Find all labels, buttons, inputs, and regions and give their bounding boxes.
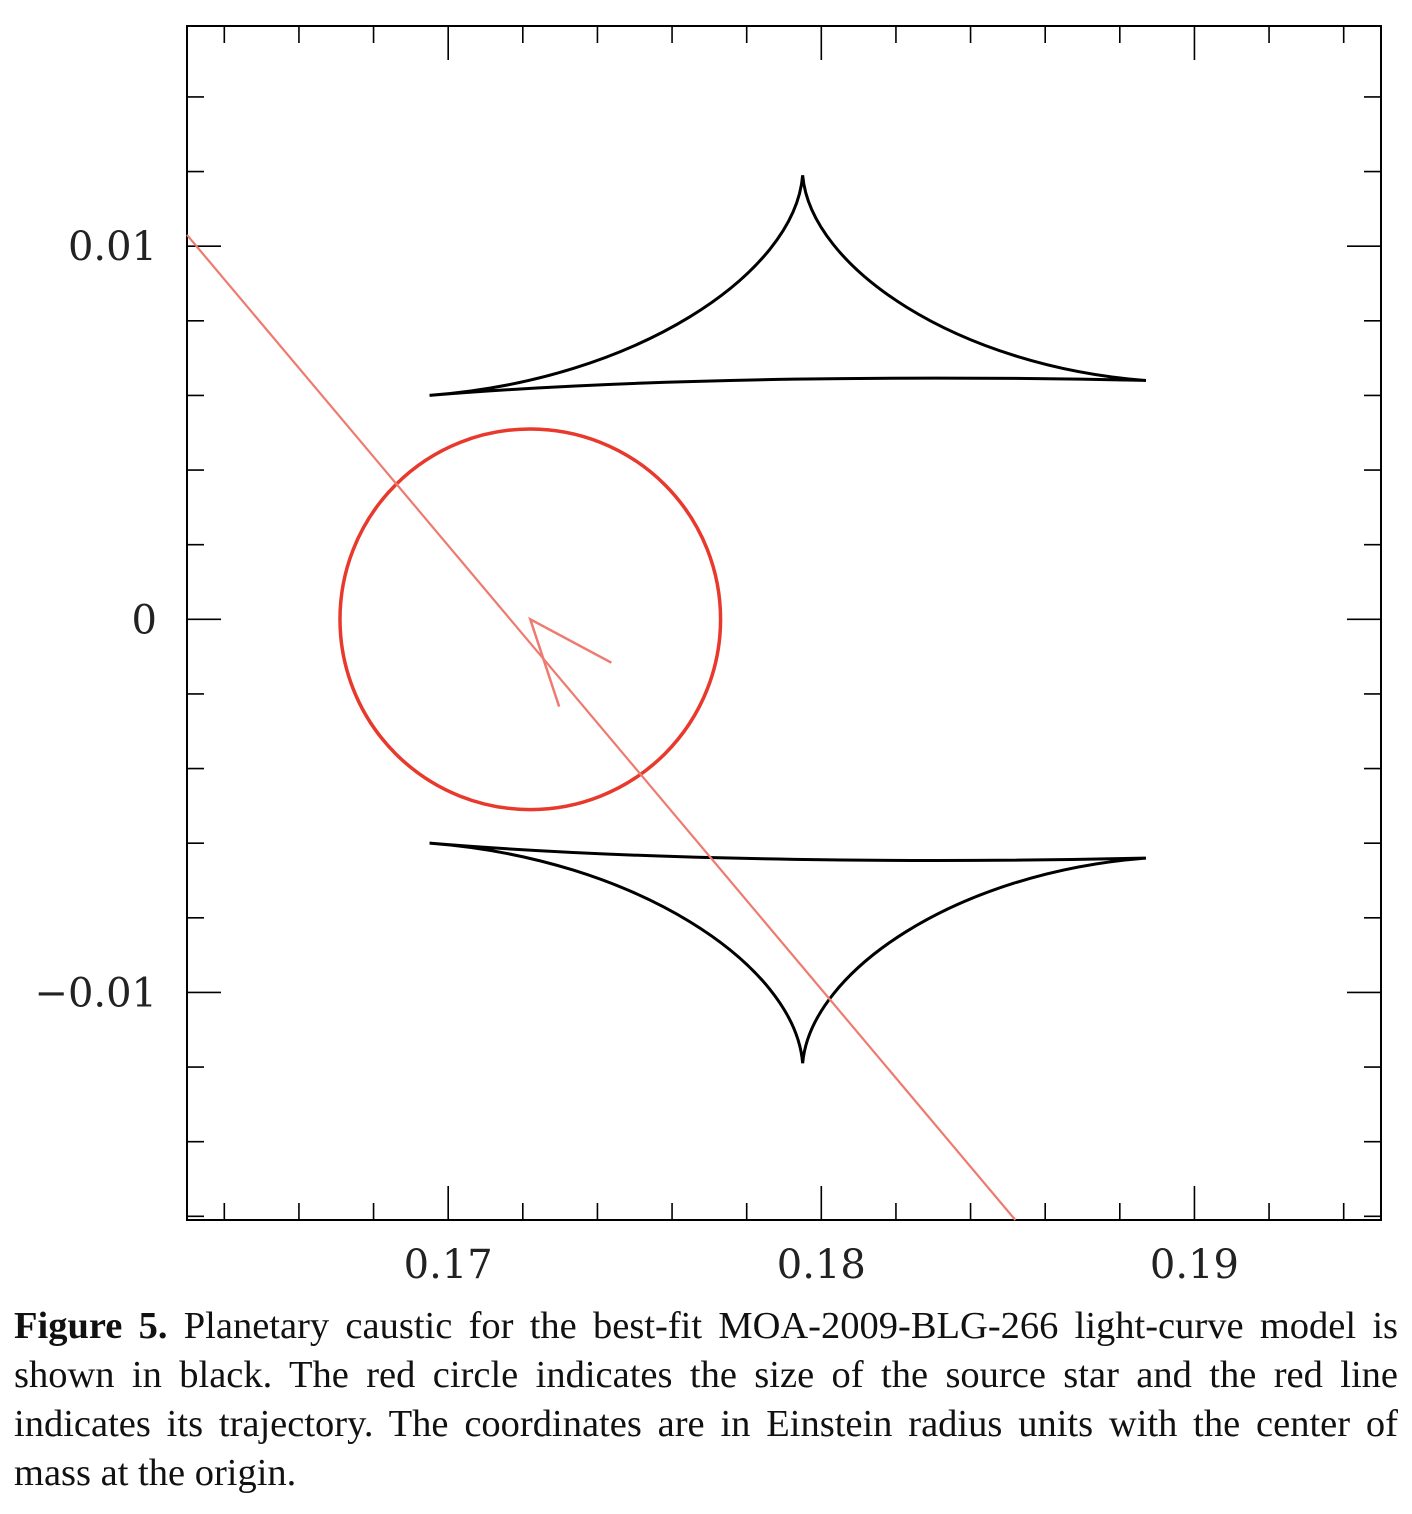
x-tick-label: 0.18 bbox=[777, 1242, 866, 1288]
y-tick-label: −0.01 bbox=[34, 970, 157, 1016]
y-tick-label: 0 bbox=[132, 597, 157, 643]
tick-labels: 0.17 0.18 0.19 0.01 0 −0.01 bbox=[34, 224, 1239, 1288]
caption-label: Figure 5. bbox=[14, 1305, 168, 1347]
plot-frame bbox=[186, 25, 1382, 1221]
figure-caption: Figure 5. Planetary caustic for the best… bbox=[14, 1302, 1398, 1498]
minor-ticks bbox=[187, 26, 1381, 1220]
trajectory-arrowhead bbox=[528, 616, 612, 708]
caption-text: Planetary caustic for the best-fit MOA-2… bbox=[14, 1305, 1398, 1494]
caustic-figure: 0.17 0.18 0.19 0.01 0 −0.01 bbox=[34, 25, 1382, 1288]
source-star-circle bbox=[338, 427, 723, 812]
caustic-lower-lobe bbox=[429, 841, 1147, 1064]
x-tick-label: 0.17 bbox=[404, 1242, 493, 1288]
x-tick-label: 0.19 bbox=[1150, 1242, 1239, 1288]
y-tick-label: 0.01 bbox=[68, 224, 157, 270]
source-trajectory-line bbox=[186, 234, 1017, 1221]
major-ticks bbox=[187, 26, 1381, 1220]
caustic-upper-lobe bbox=[429, 175, 1147, 397]
